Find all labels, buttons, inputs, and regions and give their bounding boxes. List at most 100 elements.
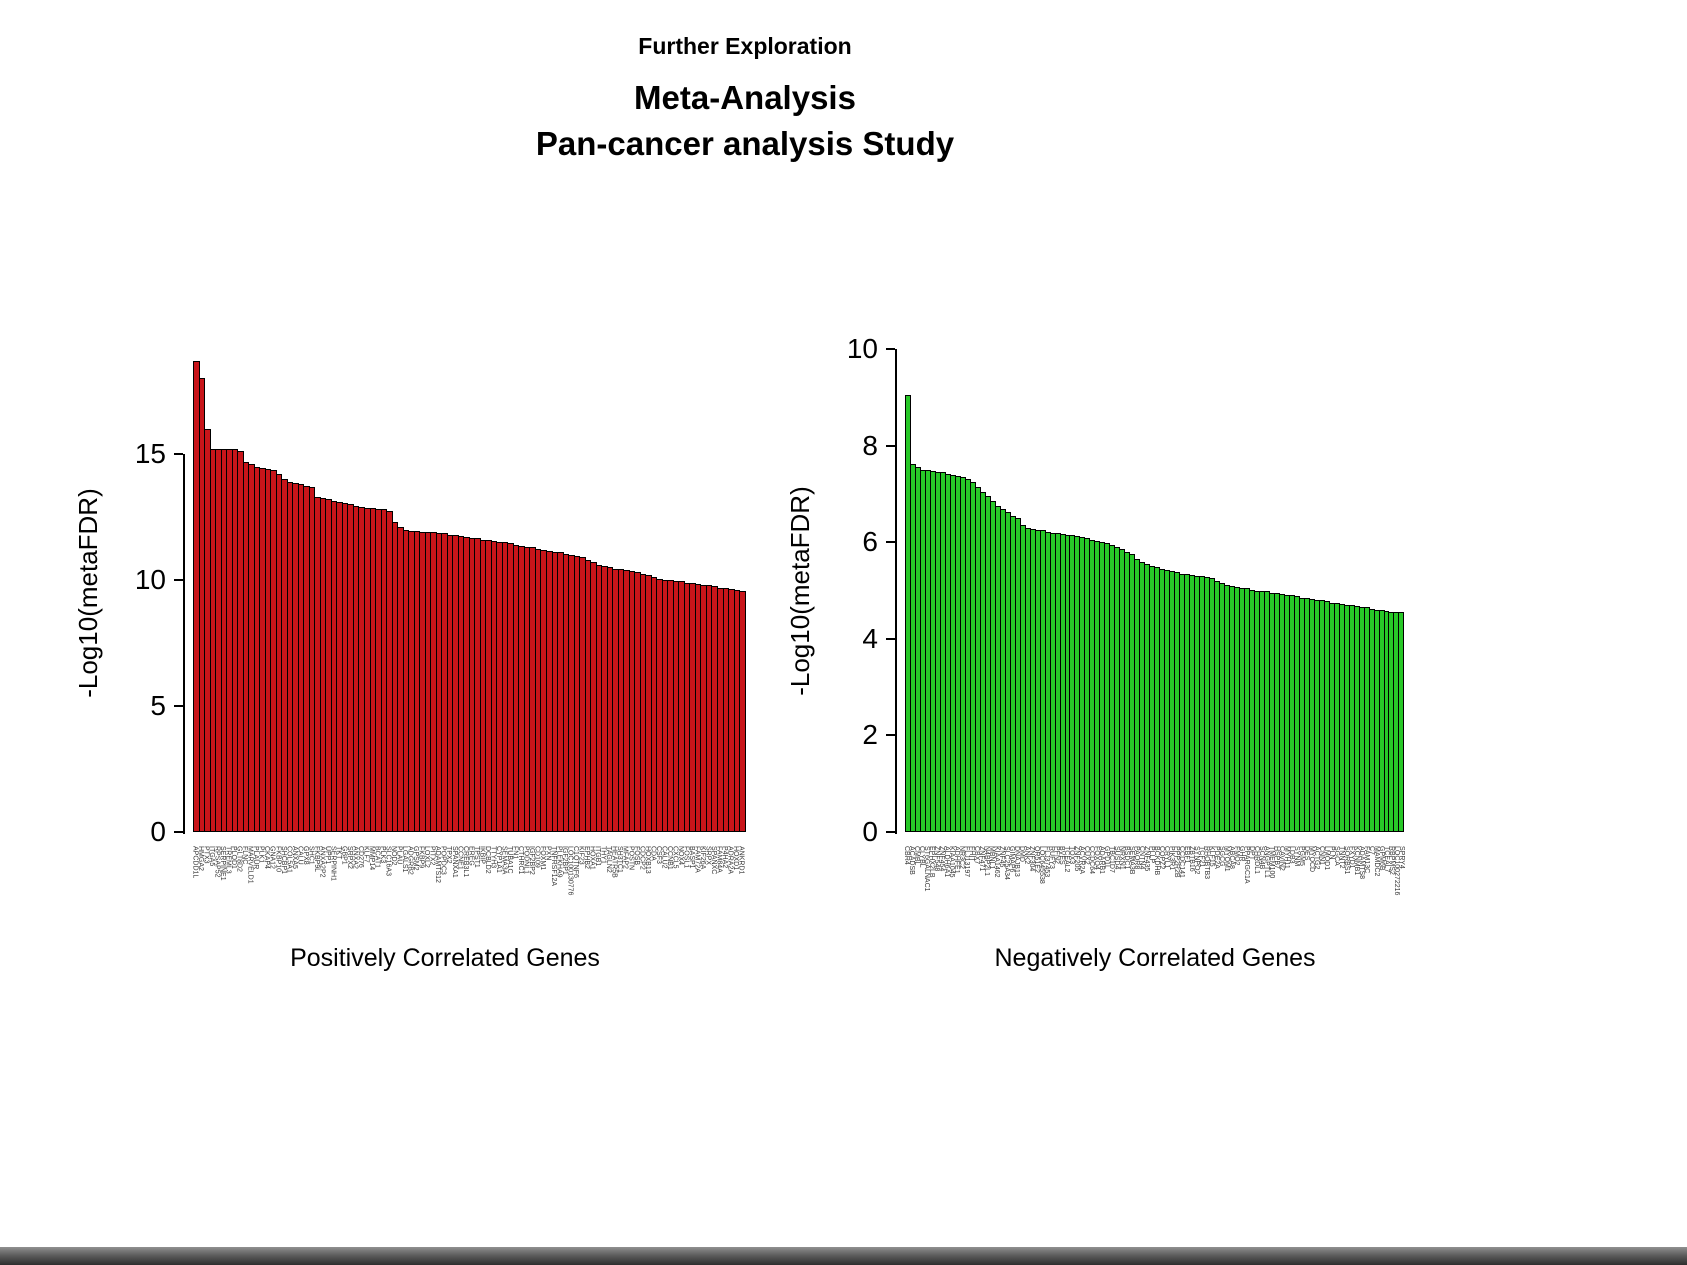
gene-label: MYH11 — [1283, 846, 1290, 869]
gene-label: CCDC64 — [1088, 846, 1095, 875]
gene-label: CXCL5 — [671, 846, 679, 869]
y-tick-label: 4 — [862, 622, 878, 654]
gene-label: TNNT2 — [1338, 846, 1345, 869]
gene-label: GPD1L — [1103, 846, 1110, 869]
gene-label: TBC1D7 — [1108, 846, 1115, 873]
gene-label: FMO2 — [1233, 846, 1240, 866]
figure-title-line2: Pan-cancer analysis Study — [535, 125, 955, 162]
gene-label: NOX4 — [676, 846, 684, 866]
gene-label: PLLP — [1148, 846, 1155, 864]
gene-label: RUFY3 — [1048, 846, 1055, 869]
gene-label: GBP1 — [340, 846, 348, 865]
gene-label: RBPMS2 — [1388, 846, 1395, 875]
gene-label: FN1 — [511, 846, 519, 860]
y-tick-label: 15 — [134, 438, 166, 469]
gene-label: NRXN1 — [1118, 846, 1125, 870]
gene-label: ANXA5 — [290, 846, 298, 869]
y-tick-label: 0 — [862, 816, 878, 847]
gene-label: CHRDL1 — [1253, 846, 1260, 875]
gene-label: PAQR8 — [1133, 846, 1140, 870]
gene-label: CALU — [296, 846, 304, 865]
gene-label: CYP1A1 — [494, 846, 502, 873]
gene-label: SERPINE1 — [219, 846, 227, 881]
gene-label: ABCA8 — [1228, 846, 1235, 869]
gene-label: ANK2 — [1023, 846, 1030, 865]
gene-label: HOXB13 — [643, 846, 651, 874]
gene-label: SPANXC — [709, 846, 717, 875]
gene-label: FAM13C — [1363, 846, 1370, 874]
gene-label: PGM5 — [1298, 846, 1305, 866]
gene-label: ADGRB2 — [406, 846, 414, 875]
gene-label: HMGA2 — [197, 846, 205, 871]
gene-label: BCKDHB — [1153, 846, 1160, 876]
gene-label: FHIT — [968, 846, 975, 862]
gene-label: ZNF205 — [1073, 846, 1080, 872]
gene-label: LOC645538 — [1038, 846, 1045, 884]
gene-label-row: CBR4 ACADSB CMBL CLYBL ST6GALNAC1 EPHX2LB ZNF5… — [903, 846, 1405, 941]
y-tick — [174, 579, 183, 581]
gene-label: ZNF471 — [978, 846, 985, 872]
y-tick — [886, 348, 895, 350]
y-tick-label: 5 — [150, 690, 166, 721]
gene-label: CDA — [649, 846, 657, 861]
gene-label: PLEKHA9 — [555, 846, 563, 878]
gene-label: EPHB2 — [583, 846, 591, 869]
gene-label: ACADSB — [908, 846, 915, 875]
gene-label: SEMA3A — [500, 846, 508, 875]
gene-label: SEMA3B — [1128, 846, 1135, 875]
gene-label: P4HA2 — [721, 846, 729, 869]
gene-label: GHR — [1238, 846, 1245, 862]
gene-label: PIK3R1 — [1168, 846, 1175, 871]
gene-label: SPRY4 — [1398, 846, 1405, 869]
gene-label: CUX2 — [1083, 846, 1090, 865]
gene-label: SGCG — [1218, 846, 1225, 867]
gene-label: CREB3L1 — [461, 846, 469, 878]
gene-label: CD276 — [356, 846, 364, 868]
gene-label: MBNL1 — [988, 846, 995, 870]
gene-label: POPDC3 — [439, 846, 447, 875]
gene-label: CNN1 — [1318, 846, 1325, 866]
gene-label: COL5A1 — [285, 846, 293, 873]
gene-label: SYNM — [1293, 846, 1300, 867]
gene-label: SH3TC1 — [616, 846, 624, 873]
gene-label: TOX3 — [1068, 846, 1075, 865]
gene-label: FOSB — [632, 846, 640, 866]
gene-label: TTYH3 — [489, 846, 497, 869]
gene-label: FAM72A — [693, 846, 701, 873]
gene-label: IGF2BP2 — [527, 846, 535, 875]
gene-label: ACTG2 — [1313, 846, 1320, 870]
y-tick — [886, 637, 895, 640]
gene-label: CNTN4 — [1138, 846, 1145, 870]
gene-label: CAVIN2 — [1278, 846, 1285, 871]
gene-label: FXYD1 — [1348, 846, 1355, 869]
gene-label: PPARGC1A — [1243, 846, 1250, 884]
gene-label: TMEM100 — [1268, 846, 1275, 879]
gene-label: KIF26A — [698, 846, 706, 870]
gene-label: BASP1 — [687, 846, 695, 869]
gene-label: PLAU — [395, 846, 403, 865]
gene-label: LMOD1 — [1323, 846, 1330, 871]
gene-label: GIMAP6 — [1008, 846, 1015, 873]
gene-label: FOSL1 — [682, 846, 690, 869]
gene-label: LGALS1 — [401, 846, 409, 873]
gene-label: ANXA2 — [351, 846, 359, 869]
gene-label: ITGA5 — [208, 846, 216, 867]
gene-label: ZNF435 — [1143, 846, 1150, 872]
gene-label: DNAJB13 — [1013, 846, 1020, 877]
y-tick-label: 8 — [862, 429, 878, 461]
gene-label: CBX7 — [973, 846, 980, 865]
y-tick-label: 10 — [134, 564, 166, 595]
gene-label: PTX3 — [202, 846, 210, 864]
bar-series — [193, 353, 746, 832]
gene-label: MFAP2 — [621, 846, 629, 869]
horizontal-scrollbar[interactable] — [0, 1247, 1687, 1265]
gene-label: C1QTNF6 — [572, 846, 580, 878]
gene-label: CALU2 — [660, 846, 668, 869]
gene-label: HOXD1 — [732, 846, 740, 871]
gene-label: ANGPTL1 — [1263, 846, 1270, 878]
gene-label: CBR4 — [903, 846, 910, 865]
gene-label: SPANXA1 — [450, 846, 458, 878]
gene-label: MYOM1 — [1223, 846, 1230, 872]
gene-label: PFN2 — [1053, 846, 1060, 864]
gene-label: TCEAL2 — [1063, 846, 1070, 873]
